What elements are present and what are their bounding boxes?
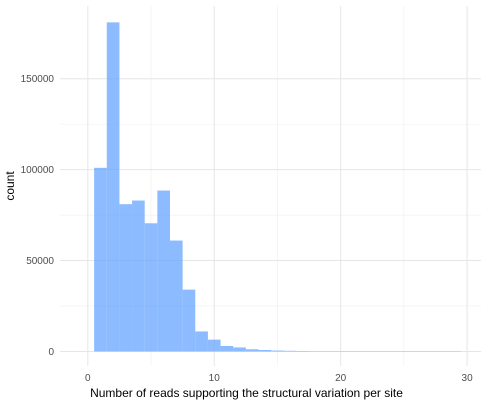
- x-tick-label-2: 20: [335, 373, 347, 384]
- x-axis-title: Number of reads supporting the structura…: [90, 386, 403, 400]
- x-tick-label-3: 30: [462, 373, 474, 384]
- histogram-bar-8: [195, 331, 208, 352]
- y-axis-title: count: [3, 171, 17, 201]
- y-tick-label-3: 150000: [21, 74, 55, 85]
- y-tick-label-0: 0: [48, 347, 54, 358]
- x-tick-label-1: 10: [209, 373, 221, 384]
- histogram-bar-2: [119, 204, 133, 352]
- ticks-layer: 0 10 20 30 0 50000 100000 150000: [21, 74, 473, 384]
- histogram-bar-9: [207, 339, 221, 352]
- histogram-bar-5: [157, 190, 170, 352]
- y-tick-label-2: 100000: [21, 165, 55, 176]
- histogram-bar-12: [245, 349, 259, 352]
- y-tick-label-1: 50000: [26, 256, 54, 267]
- bars-layer: [94, 22, 461, 352]
- histogram-bar-6: [169, 240, 183, 352]
- histogram-bar-4: [144, 223, 158, 352]
- x-tick-label-0: 0: [85, 373, 91, 384]
- histogram-bar-0: [94, 167, 107, 352]
- histogram-bar-11: [233, 347, 246, 352]
- histogram-bar-1: [106, 22, 120, 352]
- histogram-bar-10: [220, 346, 234, 352]
- histogram-bar-13: [258, 350, 272, 352]
- histogram-bar-7: [182, 289, 196, 352]
- histogram-bar-3: [132, 200, 145, 352]
- histogram-bar-14: [271, 350, 284, 352]
- histogram-bar-15: [283, 350, 297, 352]
